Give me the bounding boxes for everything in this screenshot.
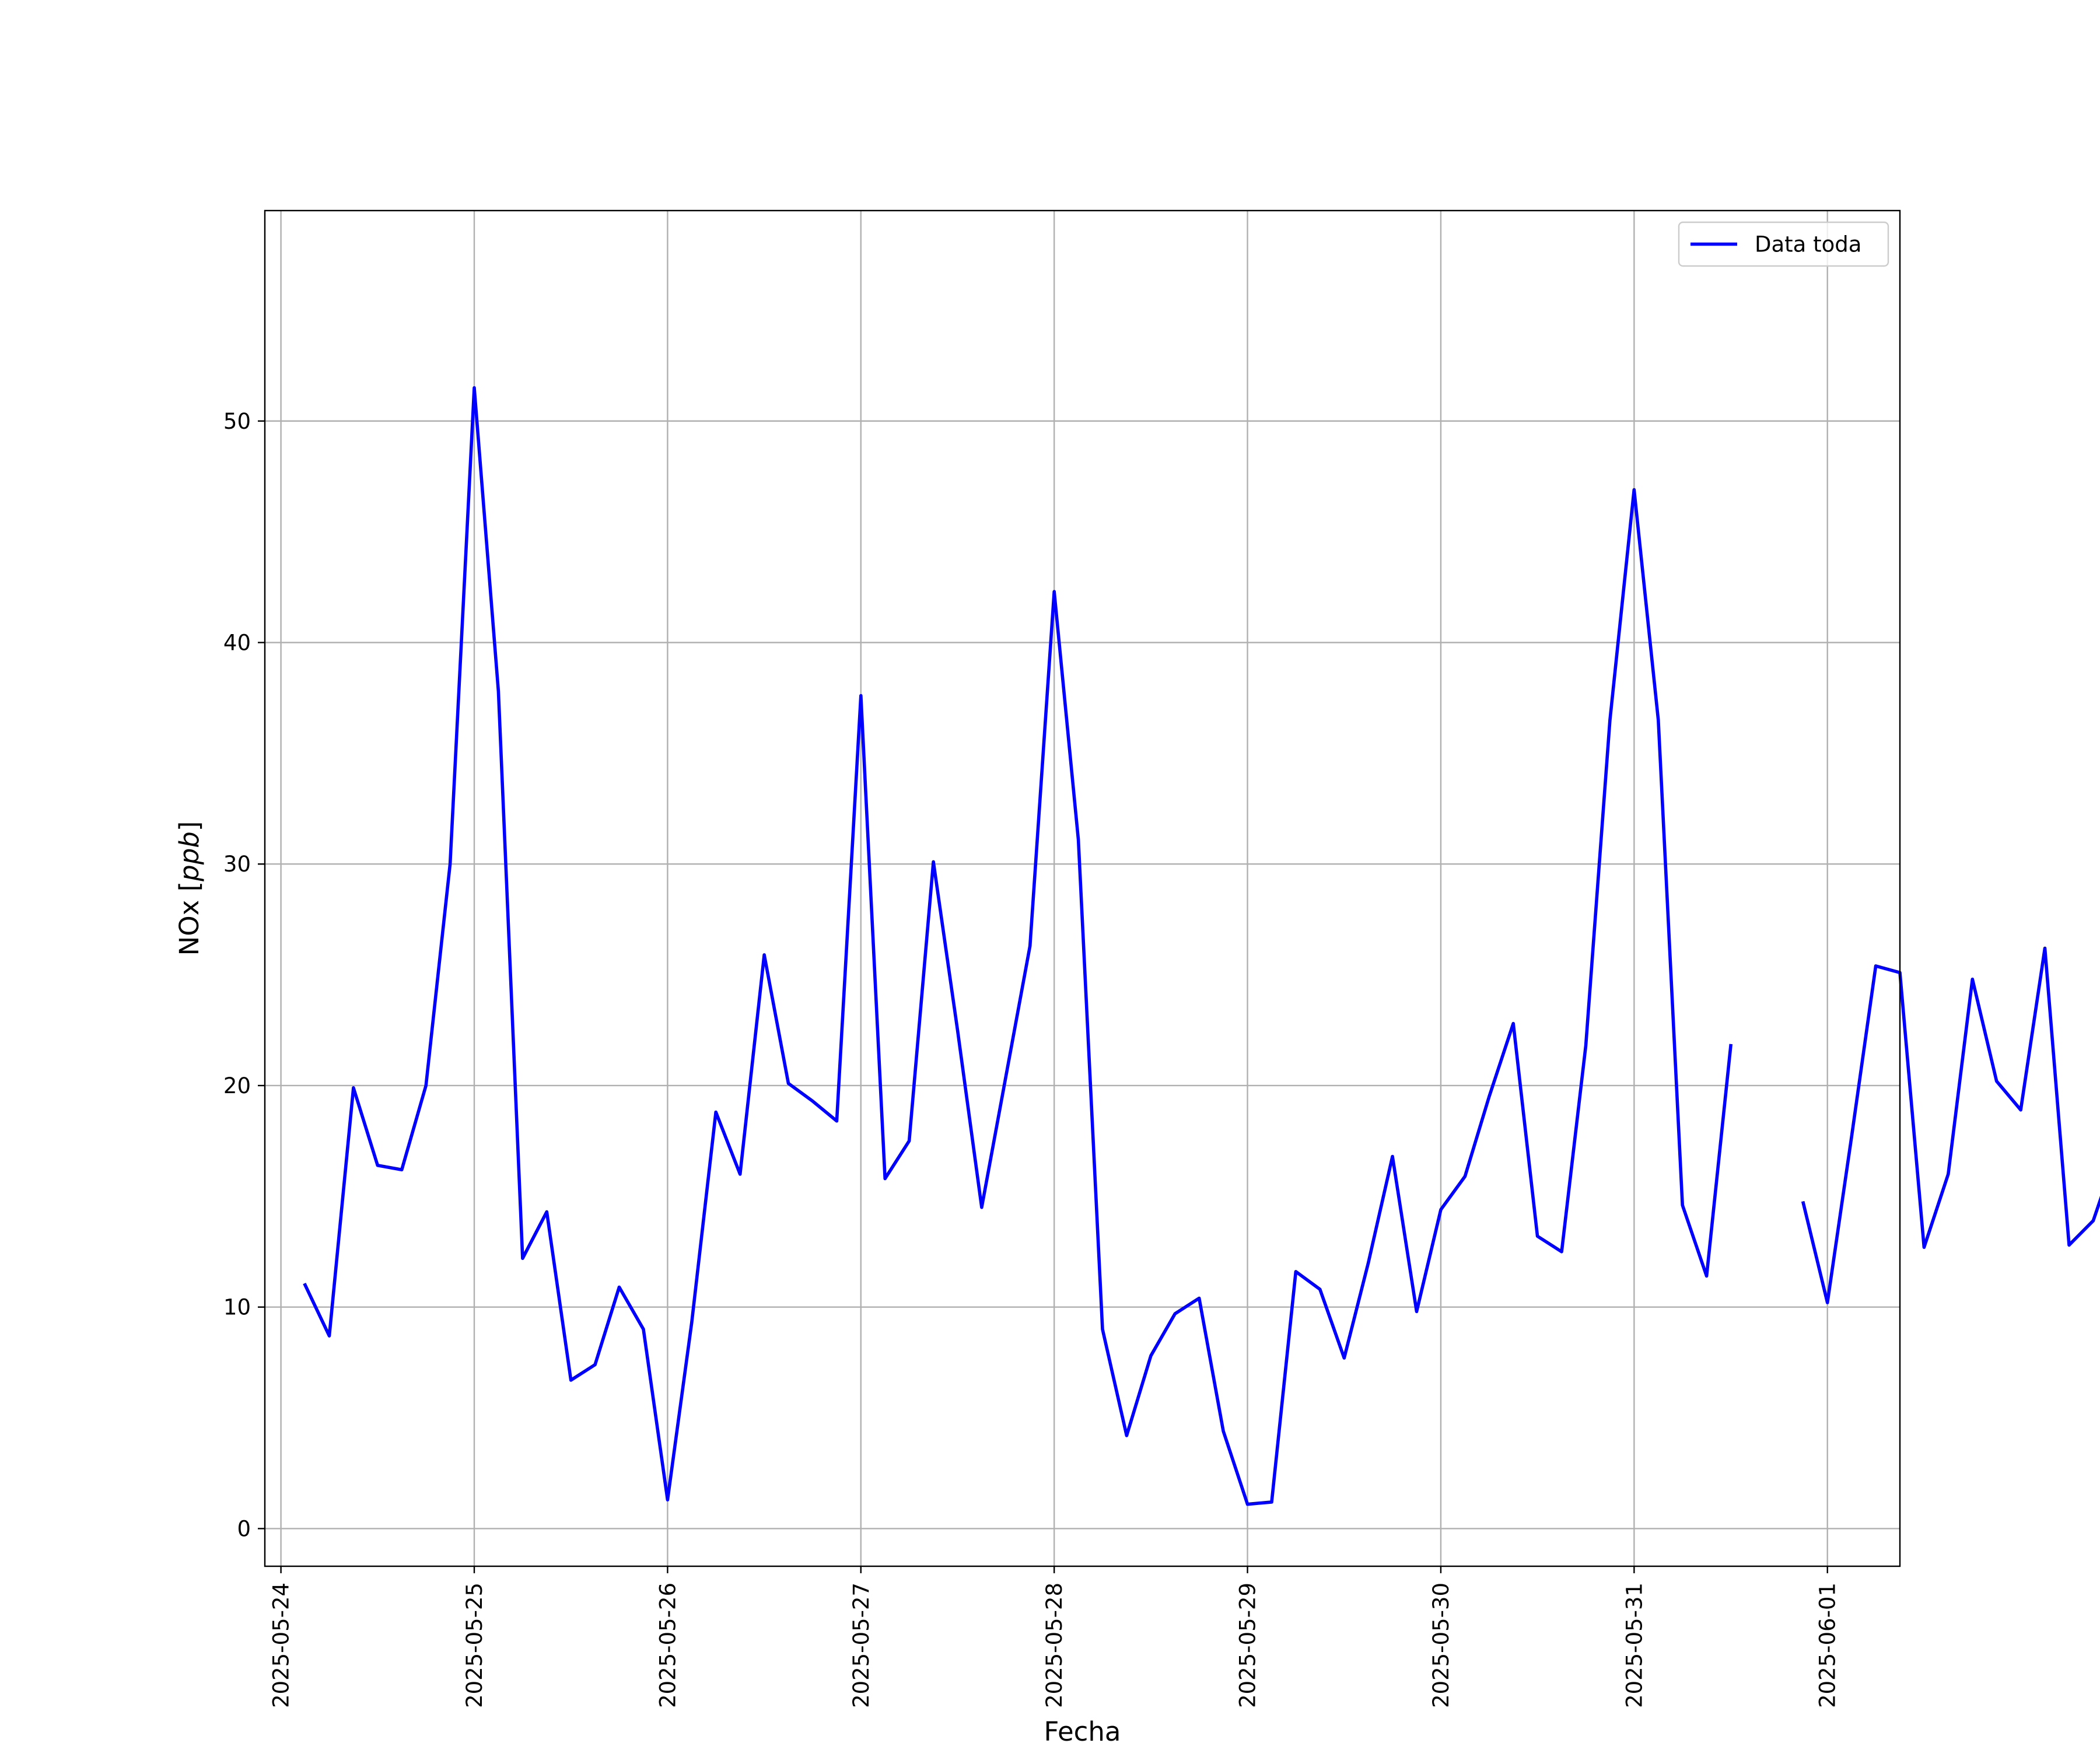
x-tick-label: 2025-05-27 bbox=[849, 1583, 874, 1708]
y-axis: 0 10 20 30 40 50 bbox=[223, 409, 265, 1541]
y-tick-label: 10 bbox=[223, 1295, 251, 1320]
y-axis-label-end: ] bbox=[174, 821, 205, 832]
legend-label: Data toda bbox=[1755, 232, 1861, 257]
y-tick-label: 40 bbox=[223, 630, 251, 655]
legend: Data toda bbox=[1678, 221, 1889, 267]
y-tick-label: 50 bbox=[223, 409, 251, 434]
y-axis-label-main: NOx [ bbox=[174, 881, 205, 956]
legend-box bbox=[1678, 221, 1889, 267]
x-tick-label: 2025-06-01 bbox=[1815, 1583, 1840, 1708]
y-axis-label-unit: ppb bbox=[174, 831, 205, 882]
y-tick-label: 20 bbox=[223, 1073, 251, 1098]
y-axis-label: NOx [ppb] bbox=[174, 821, 205, 956]
y-tick-label: 0 bbox=[237, 1516, 251, 1541]
x-tick-label: 2025-05-31 bbox=[1622, 1583, 1647, 1708]
x-tick-label: 2025-05-30 bbox=[1429, 1583, 1454, 1708]
x-tick-label: 2025-05-24 bbox=[269, 1583, 294, 1708]
series-line-segment bbox=[303, 386, 1733, 1506]
x-tick-label: 2025-05-26 bbox=[655, 1583, 680, 1708]
grid bbox=[265, 211, 1900, 1566]
x-tick-label: 2025-05-29 bbox=[1236, 1583, 1261, 1708]
series-line-segment bbox=[1801, 946, 2100, 1304]
x-tick-label: 2025-05-28 bbox=[1042, 1583, 1067, 1708]
plot-frame bbox=[264, 209, 1901, 1567]
x-axis-label: Fecha bbox=[1044, 1716, 1121, 1747]
y-tick-label: 30 bbox=[223, 852, 251, 877]
x-tick-label: 2025-05-25 bbox=[462, 1583, 487, 1708]
series-layer bbox=[303, 386, 2100, 1506]
x-axis: 2025-05-24 2025-05-25 2025-05-26 2025-05-27… bbox=[269, 1566, 1840, 1708]
